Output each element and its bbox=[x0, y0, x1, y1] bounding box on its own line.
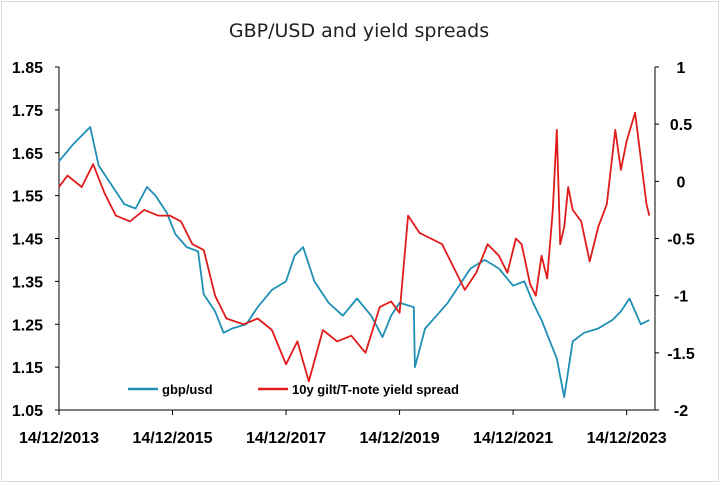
left-y-tick-label: 1.45 bbox=[12, 232, 43, 249]
left-y-tick-label: 1.85 bbox=[12, 60, 43, 77]
series-line-yield-spread bbox=[58, 111, 651, 383]
left-y-tick-label: 1.75 bbox=[12, 103, 43, 120]
right-y-tick-label: -0.5 bbox=[667, 232, 695, 249]
right-y-tick-label: 0 bbox=[677, 174, 686, 191]
x-tick-label: 14/12/2017 bbox=[246, 430, 326, 447]
legend-item-gbp-usd-label: gbp/usd bbox=[162, 382, 213, 397]
chart-title: GBP/USD and yield spreads bbox=[228, 20, 490, 42]
left-y-tick-label: 1.25 bbox=[12, 317, 43, 334]
x-tick-label: 14/12/2021 bbox=[473, 430, 553, 447]
legend-item-yield-spread-label: 10y gilt/T-note yield spread bbox=[292, 382, 459, 397]
x-tick-label: 14/12/2015 bbox=[132, 430, 212, 447]
x-tick-label: 14/12/2023 bbox=[587, 430, 667, 447]
x-tick-label: 14/12/2013 bbox=[19, 430, 99, 447]
series-lines bbox=[58, 111, 651, 399]
left-y-tick-label: 1.35 bbox=[12, 274, 43, 291]
x-tick-label: 14/12/2019 bbox=[360, 430, 440, 447]
left-y-tick-label: 1.15 bbox=[12, 360, 43, 377]
series-line-gbp-usd bbox=[58, 126, 650, 399]
left-y-tick-label: 1.55 bbox=[12, 189, 43, 206]
right-y-tick-label: 0.5 bbox=[670, 117, 692, 134]
right-y-tick-label: -1.5 bbox=[667, 346, 695, 363]
axes-group: 1.05 1.15 1.25 1.35 1.45 1.55 1.65 1.75 1.85 1 0.5… bbox=[12, 60, 695, 447]
left-y-tick-label: 1.65 bbox=[12, 146, 43, 163]
right-y-tick-label: -1 bbox=[674, 289, 688, 306]
right-y-tick-label: -2 bbox=[674, 403, 688, 420]
left-y-tick-label: 1.05 bbox=[12, 403, 43, 420]
legend: gbp/usd 10y gilt/T-note yield spread bbox=[128, 382, 459, 397]
right-y-tick-label: 1 bbox=[677, 60, 686, 77]
